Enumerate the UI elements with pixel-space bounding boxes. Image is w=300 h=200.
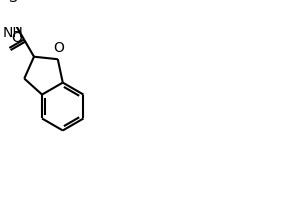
Text: NH: NH (3, 26, 23, 40)
Text: O: O (11, 31, 22, 45)
Text: S: S (8, 0, 16, 5)
Text: O: O (53, 41, 64, 55)
